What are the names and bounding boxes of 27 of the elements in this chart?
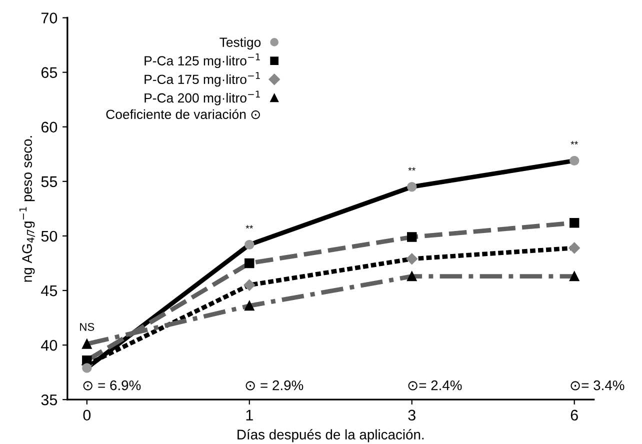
annotation: ⊙= 2.4% xyxy=(408,380,462,390)
annotation: ⊙= 3.4% xyxy=(570,380,624,390)
annotation: NS xyxy=(80,322,94,331)
y-tick-label: 65 xyxy=(41,67,58,78)
y-tick-label: 45 xyxy=(41,286,58,296)
annotation: ** xyxy=(408,167,416,171)
y-tick-label: 70 xyxy=(41,12,58,24)
y-tick-label: 50 xyxy=(41,230,58,242)
annotation: ** xyxy=(246,225,254,228)
annotation: ⊙ = 2.9% xyxy=(246,380,304,390)
legend-label: Testigo xyxy=(220,37,261,50)
annotation: ** xyxy=(570,141,578,144)
x-tick-label: 6 xyxy=(570,410,578,421)
x-axis-title: Días después de la aplicación. xyxy=(238,429,424,442)
legend-label: P-Ca 200 mg·litro$^{−1}$ xyxy=(144,90,260,106)
x-tick-label: 0 xyxy=(83,410,91,421)
legend-label: P-Ca 125 mg·litro$^{−1}$ xyxy=(144,54,260,68)
y-tick-label: 60 xyxy=(41,122,58,133)
x-tick-label: 3 xyxy=(408,410,416,421)
annotation: ⊙ = 6.9% xyxy=(83,380,141,390)
y-axis-title: ng AG$_{4/7}$g$^{−1}$ peso seco. xyxy=(19,136,36,282)
y-tick-label: 55 xyxy=(41,176,58,188)
legend-label: P-Ca 175 mg·litro$^{−1}$ xyxy=(144,72,260,87)
annotation: Coeficiente de variación ⊙ xyxy=(106,109,260,120)
y-tick-label: 35 xyxy=(41,394,58,406)
y-tick-label: 40 xyxy=(41,340,58,351)
x-tick-label: 1 xyxy=(246,410,253,420)
